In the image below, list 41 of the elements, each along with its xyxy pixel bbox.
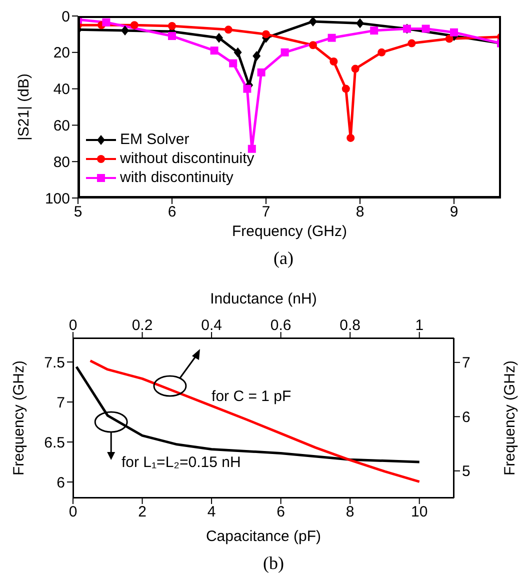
x-tick-label: 8 [356,204,364,221]
x-tick-label: 7 [262,204,270,221]
legend-label: with discontinuity [120,168,234,187]
x-tick-label: 6 [168,204,176,221]
y-tick-label: 60 [53,118,70,135]
annotation: for C = 1 pF [212,388,292,405]
y2-tick-label: 7 [462,354,470,372]
x-tick-label: 4 [207,504,216,521]
text: (b) [262,553,285,574]
y-axis-title: Frequency (GHz) [10,360,28,476]
y-tick-label: 20 [53,44,70,62]
x-tick-label: 6 [276,504,285,521]
x-axis-title: Capacitance (pF) [206,528,322,545]
x2-tick-label: 0.6 [270,317,292,334]
x2-tick-label: 0.4 [201,317,222,334]
x2-axis-title: Inductance (nH) [210,290,317,308]
y-tick-label: 6.5 [44,434,65,452]
y-tick-label: 40 [53,81,70,98]
y-tick-label: 100 [44,190,70,208]
x-tick-label: 9 [450,204,458,221]
y-tick-label: 0 [62,8,70,26]
x-tick-label: 8 [346,504,354,521]
legend-label: EM Solver [120,130,190,149]
y2-axis-title: Frequency (GHz) [501,360,518,476]
y-tick-label: 80 [53,154,70,171]
y-axis-title: |S21| (dB) [15,74,32,140]
text: (a) [272,248,294,269]
x2-tick-label: 0.8 [340,317,361,334]
y-tick-label: 6 [56,474,65,492]
y-tick-label: 7.5 [44,354,65,372]
legend-label: without discontinuity [120,149,254,168]
y2-tick-label: 5 [462,463,470,480]
y2-tick-label: 6 [462,408,470,426]
x2-tick-label: 1 [415,317,424,334]
y-tick-label: 7 [56,394,65,412]
x2-tick-label: 0.2 [132,317,153,334]
x-tick-label: 10 [411,504,428,521]
annotation: for L₁=L₂=0.15 nH [121,454,241,472]
x-tick-label: 2 [138,504,146,521]
x-axis-title: Frequency (GHz) [232,223,348,240]
x-tick-label: 5 [74,204,82,221]
